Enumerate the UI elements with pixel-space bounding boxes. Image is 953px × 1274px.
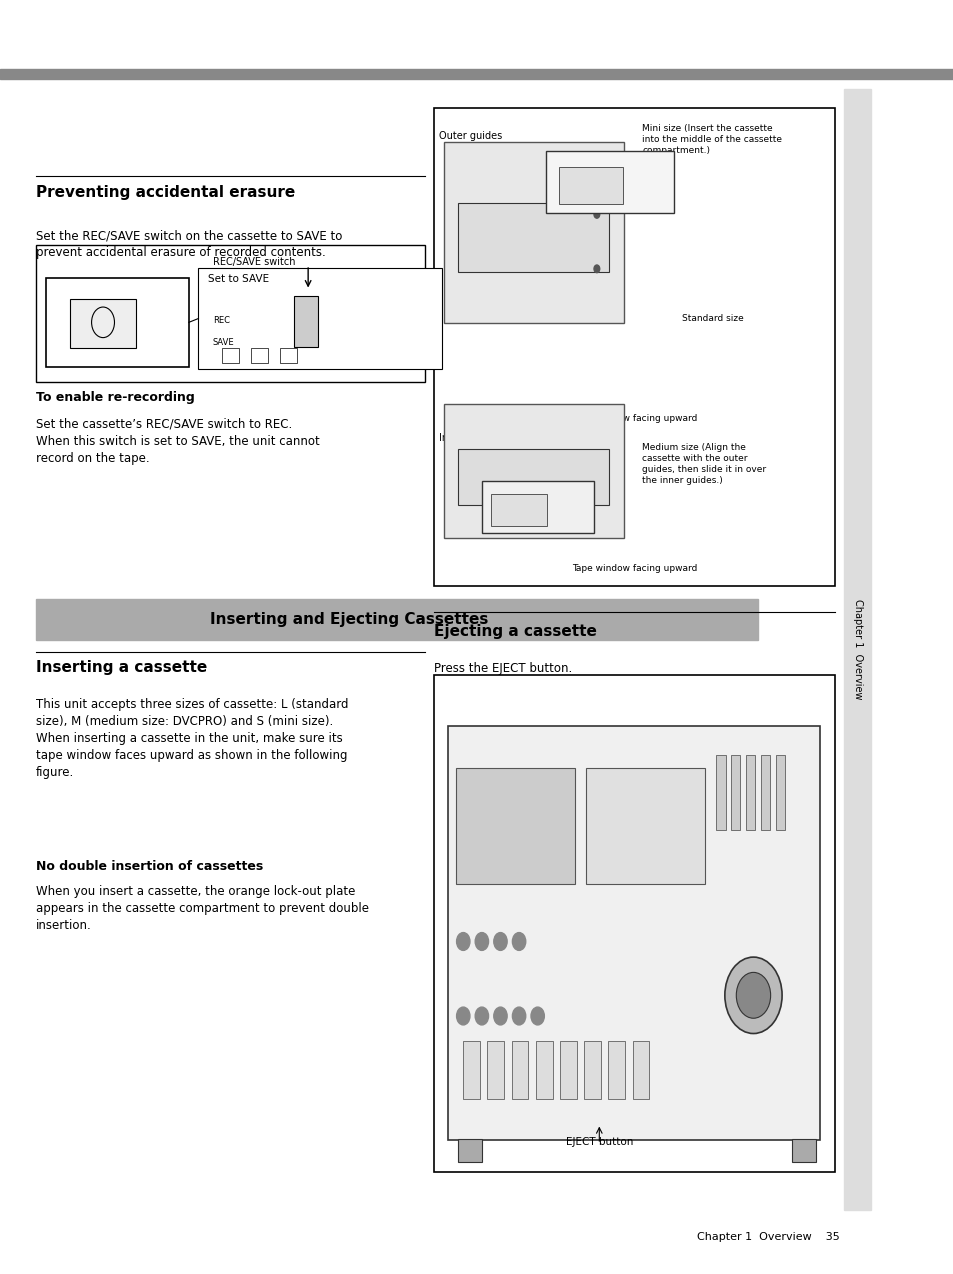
Bar xyxy=(481,482,594,534)
Text: EJECT button: EJECT button xyxy=(565,1136,633,1147)
Text: Preventing accidental erasure: Preventing accidental erasure xyxy=(36,185,295,200)
Bar xyxy=(463,1041,479,1098)
Bar xyxy=(434,108,834,586)
Text: Set the cassette’s REC/SAVE switch to REC.
When this switch is set to SAVE, the : Set the cassette’s REC/SAVE switch to RE… xyxy=(36,418,319,465)
Bar xyxy=(279,348,296,363)
Text: REC: REC xyxy=(213,316,230,325)
Bar xyxy=(491,494,547,526)
Bar xyxy=(251,348,268,363)
Circle shape xyxy=(512,933,525,950)
Bar xyxy=(760,755,769,829)
Text: Tape window facing upward: Tape window facing upward xyxy=(571,414,697,423)
Text: Inner guides: Inner guides xyxy=(438,433,499,443)
Bar xyxy=(487,1041,503,1098)
Bar xyxy=(198,268,441,369)
Circle shape xyxy=(475,1006,488,1024)
Bar xyxy=(36,245,424,382)
Bar xyxy=(511,1041,528,1098)
Text: Ejecting a cassette: Ejecting a cassette xyxy=(434,624,597,640)
Bar xyxy=(632,1041,649,1098)
Bar xyxy=(294,296,317,347)
Bar xyxy=(36,599,758,640)
Circle shape xyxy=(724,957,781,1033)
Text: No double insertion of cassettes: No double insertion of cassettes xyxy=(36,860,263,873)
Bar xyxy=(434,675,834,1172)
Bar xyxy=(536,1041,552,1098)
Bar xyxy=(457,1139,481,1162)
Bar xyxy=(583,1041,600,1098)
Circle shape xyxy=(512,1006,525,1024)
Circle shape xyxy=(475,933,488,950)
Text: This unit accepts three sizes of cassette: L (standard
size), M (medium size: DV: This unit accepts three sizes of cassett… xyxy=(36,698,349,780)
Circle shape xyxy=(456,1006,470,1024)
Bar xyxy=(730,755,740,829)
Bar xyxy=(222,348,239,363)
Text: Press the EJECT button.: Press the EJECT button. xyxy=(434,662,572,675)
Text: REC/SAVE switch: REC/SAVE switch xyxy=(213,257,294,268)
Text: Set the REC/SAVE switch on the cassette to SAVE to
prevent accidental erasure of: Set the REC/SAVE switch on the cassette … xyxy=(36,229,342,260)
Text: Mini size (Insert the cassette
into the middle of the cassette
compartment.): Mini size (Insert the cassette into the … xyxy=(641,124,781,154)
Bar xyxy=(0,69,953,79)
Circle shape xyxy=(531,1006,544,1024)
Text: Chapter 1  Overview    35: Chapter 1 Overview 35 xyxy=(696,1232,839,1242)
Text: Standard size: Standard size xyxy=(681,313,743,322)
Text: Chapter 1  Overview: Chapter 1 Overview xyxy=(852,600,862,699)
Circle shape xyxy=(494,1006,507,1024)
Bar xyxy=(70,299,136,348)
Text: Outer guides: Outer guides xyxy=(438,131,501,141)
Bar xyxy=(456,767,575,884)
Bar xyxy=(448,726,820,1140)
Bar xyxy=(46,278,189,367)
Text: To enable re-recording: To enable re-recording xyxy=(36,391,194,404)
Text: Inserting a cassette: Inserting a cassette xyxy=(36,660,208,675)
Circle shape xyxy=(594,265,599,273)
Bar xyxy=(457,204,609,273)
Bar xyxy=(608,1041,624,1098)
Bar xyxy=(546,152,674,214)
Bar xyxy=(457,448,609,505)
Bar xyxy=(716,755,725,829)
Text: When you insert a cassette, the orange lock-out plate
appears in the cassette co: When you insert a cassette, the orange l… xyxy=(36,885,369,933)
Text: Medium size (Align the
cassette with the outer
guides, then slide it in over
the: Medium size (Align the cassette with the… xyxy=(641,443,766,485)
Circle shape xyxy=(494,933,507,950)
Text: Set to SAVE: Set to SAVE xyxy=(208,274,269,284)
Bar xyxy=(775,755,784,829)
Bar xyxy=(791,1139,815,1162)
Bar xyxy=(558,167,622,204)
Bar xyxy=(559,1041,577,1098)
Circle shape xyxy=(594,210,599,218)
Circle shape xyxy=(456,933,470,950)
Text: Inserting and Ejecting Cassettes: Inserting and Ejecting Cassettes xyxy=(211,612,488,627)
Circle shape xyxy=(736,972,770,1018)
Bar xyxy=(443,141,623,324)
Text: Tape window facing upward: Tape window facing upward xyxy=(571,564,697,573)
Bar xyxy=(443,405,623,539)
Bar xyxy=(585,767,704,884)
Bar xyxy=(843,89,870,1210)
Text: SAVE: SAVE xyxy=(213,338,234,347)
Bar xyxy=(745,755,755,829)
